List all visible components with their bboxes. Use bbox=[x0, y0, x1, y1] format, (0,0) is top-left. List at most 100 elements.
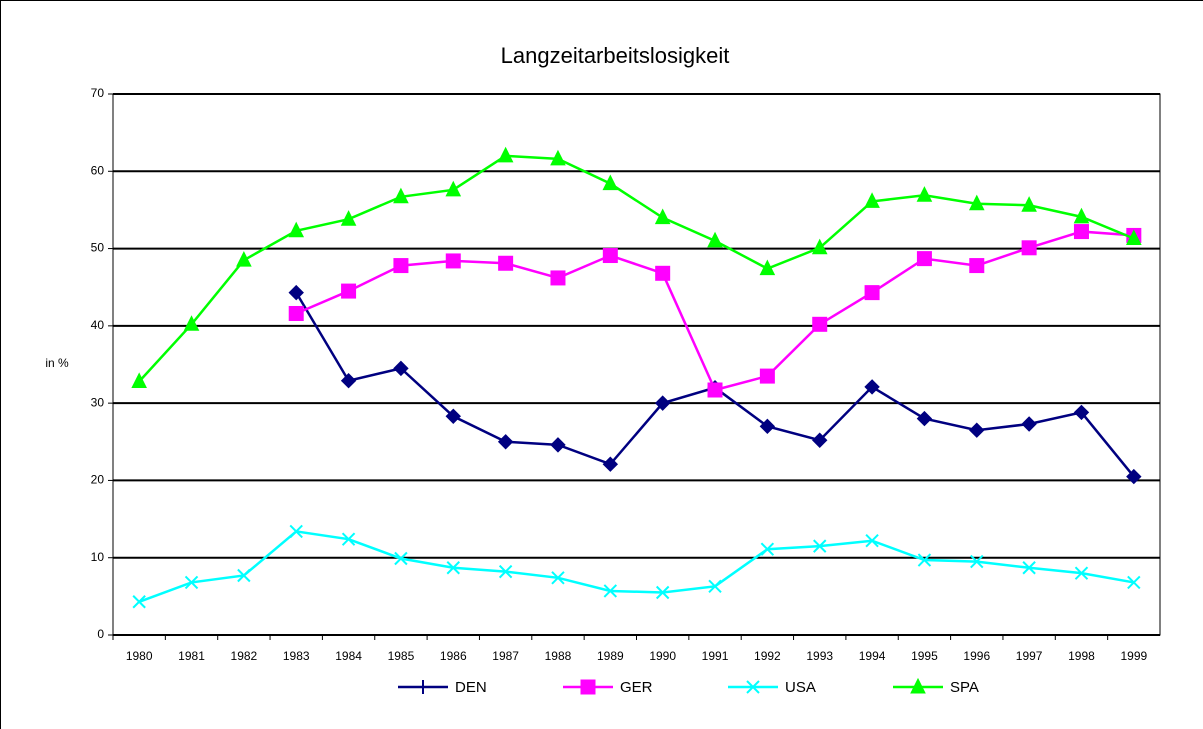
data-point bbox=[1021, 240, 1037, 256]
data-point bbox=[1126, 229, 1142, 246]
x-tick-label: 1998 bbox=[1068, 649, 1095, 663]
data-point bbox=[550, 270, 566, 286]
data-point bbox=[603, 584, 618, 598]
data-point bbox=[237, 568, 251, 583]
legend-marker bbox=[746, 680, 760, 694]
y-tick-label: 0 bbox=[97, 627, 104, 641]
data-point bbox=[707, 382, 723, 398]
data-point bbox=[183, 315, 200, 331]
data-point bbox=[864, 379, 880, 395]
data-point bbox=[916, 186, 933, 202]
x-tick-label: 1986 bbox=[440, 649, 467, 663]
data-point bbox=[184, 575, 199, 590]
y-axis-label: in % bbox=[45, 356, 69, 370]
y-tick-label: 20 bbox=[91, 473, 105, 487]
data-point bbox=[445, 408, 461, 424]
data-point bbox=[917, 553, 932, 567]
data-point bbox=[1073, 207, 1090, 224]
data-point bbox=[288, 284, 304, 301]
data-point bbox=[289, 524, 303, 539]
chart-title: Langzeitarbeitslosigkeit bbox=[501, 43, 730, 68]
x-tick-label: 1994 bbox=[859, 649, 886, 663]
data-point bbox=[759, 418, 776, 435]
x-tick-label: 1987 bbox=[492, 649, 519, 663]
data-point bbox=[865, 534, 879, 548]
series-line bbox=[138, 530, 1135, 603]
legend-label: USA bbox=[785, 679, 816, 696]
data-point bbox=[445, 180, 462, 197]
y-tick-label: 30 bbox=[91, 395, 105, 409]
data-point bbox=[341, 283, 357, 299]
y-tick-label: 70 bbox=[91, 86, 105, 100]
x-tick-label: 1996 bbox=[963, 649, 990, 663]
data-point bbox=[1021, 196, 1037, 212]
data-point bbox=[340, 210, 357, 226]
data-point bbox=[602, 174, 619, 191]
x-tick-label: 1988 bbox=[545, 649, 572, 663]
data-point bbox=[550, 149, 566, 166]
x-tick-label: 1997 bbox=[1016, 649, 1043, 663]
data-point bbox=[236, 251, 252, 267]
x-tick-label: 1999 bbox=[1120, 649, 1147, 663]
data-point bbox=[132, 595, 146, 609]
data-point bbox=[916, 251, 932, 267]
data-point bbox=[655, 585, 670, 600]
y-tick-label: 60 bbox=[91, 163, 105, 177]
data-point bbox=[393, 187, 409, 204]
y-tick-label: 10 bbox=[91, 550, 105, 564]
data-point bbox=[760, 542, 775, 556]
data-point bbox=[1073, 404, 1090, 421]
data-point bbox=[446, 561, 460, 575]
x-tick-label: 1983 bbox=[283, 649, 310, 663]
data-point bbox=[394, 551, 408, 566]
plot-area bbox=[112, 93, 1161, 636]
data-point bbox=[602, 456, 619, 472]
data-point bbox=[445, 253, 461, 269]
legend-label: SPA bbox=[950, 679, 979, 696]
data-point bbox=[654, 395, 671, 411]
data-point bbox=[340, 373, 357, 389]
x-tick-label: 1980 bbox=[126, 649, 153, 663]
data-point bbox=[812, 316, 828, 332]
data-point bbox=[813, 539, 827, 553]
data-point bbox=[707, 231, 723, 248]
data-point bbox=[811, 238, 828, 255]
x-tick-label: 1984 bbox=[335, 649, 362, 663]
data-point bbox=[812, 432, 828, 448]
data-point bbox=[969, 258, 985, 274]
data-point bbox=[1126, 468, 1142, 485]
data-point bbox=[864, 192, 880, 208]
data-point bbox=[551, 571, 565, 585]
data-point bbox=[708, 579, 722, 594]
data-point bbox=[968, 194, 985, 211]
data-point bbox=[970, 554, 984, 569]
x-tick-label: 1993 bbox=[806, 649, 833, 663]
data-point bbox=[393, 258, 409, 274]
data-point bbox=[1127, 575, 1141, 590]
data-point bbox=[1073, 224, 1089, 240]
data-point bbox=[602, 248, 618, 264]
x-tick-label: 1995 bbox=[911, 649, 938, 663]
x-tick-label: 1982 bbox=[231, 649, 258, 663]
data-point bbox=[759, 259, 776, 276]
legend-marker bbox=[580, 679, 596, 695]
legend-marker bbox=[910, 677, 926, 694]
data-point bbox=[131, 372, 147, 389]
data-point bbox=[916, 410, 933, 427]
data-point bbox=[654, 208, 671, 225]
series-line bbox=[138, 154, 1135, 383]
data-point bbox=[1022, 561, 1036, 575]
data-point bbox=[969, 422, 985, 438]
y-tick-label: 50 bbox=[91, 241, 105, 255]
y-tick-label: 40 bbox=[91, 318, 105, 332]
data-point bbox=[498, 255, 514, 271]
data-point bbox=[864, 285, 880, 301]
legend-label: DEN bbox=[455, 679, 487, 696]
data-point bbox=[341, 532, 356, 546]
x-tick-label: 1989 bbox=[597, 649, 624, 663]
x-tick-label: 1992 bbox=[754, 649, 781, 663]
data-point bbox=[288, 305, 304, 321]
data-point bbox=[1021, 416, 1037, 432]
